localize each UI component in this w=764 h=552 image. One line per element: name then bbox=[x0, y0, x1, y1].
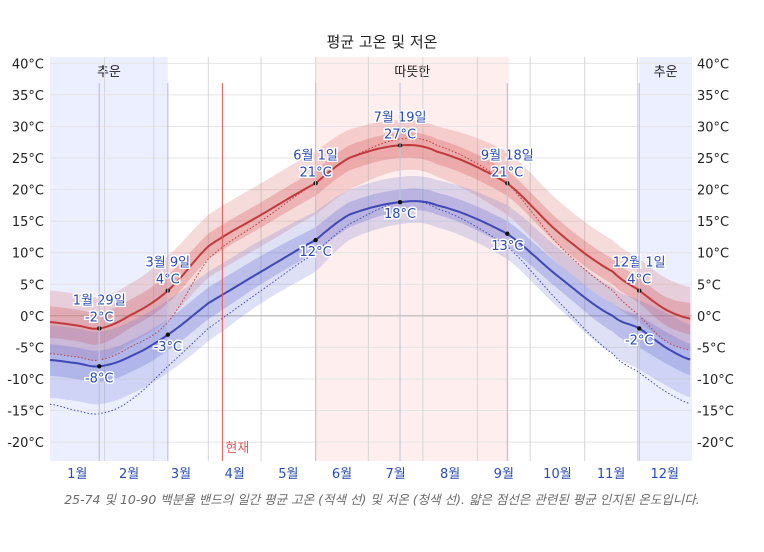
x-tick-label: 5월 bbox=[278, 467, 298, 482]
annotation-value: -3°C bbox=[154, 340, 183, 355]
annotation-value: 13°C bbox=[491, 239, 523, 254]
annotation-value: 18°C bbox=[384, 207, 416, 222]
high-band-10-90 bbox=[50, 120, 691, 361]
x-tick-label: 11월 bbox=[597, 467, 626, 482]
y-tick-label-left: -10°C bbox=[7, 373, 44, 388]
season-band-cold bbox=[639, 57, 692, 461]
annotation-dot bbox=[505, 231, 510, 236]
season-label: 따뜻한 bbox=[394, 65, 430, 80]
annotation-dot bbox=[165, 332, 171, 337]
y-tick-label-right: 0°C bbox=[697, 310, 721, 325]
y-tick-label-left: -15°C bbox=[7, 405, 44, 420]
chart-caption: 25-74 및 10-90 백분율 밴드의 일간 평균 고온 (적색 선) 및 … bbox=[64, 492, 700, 507]
y-tick-label-right: 5°C bbox=[697, 278, 721, 293]
y-tick-label-right: -20°C bbox=[697, 436, 734, 451]
y-tick-label-right: -15°C bbox=[697, 405, 734, 420]
high-apparent-line bbox=[49, 137, 691, 361]
y-tick-label-right: 25°C bbox=[697, 152, 729, 167]
annotation-dot bbox=[97, 364, 102, 369]
season-label: 추운 bbox=[97, 65, 121, 80]
y-tick-label-left: 25°C bbox=[12, 152, 44, 167]
annotation-dot bbox=[397, 199, 403, 205]
annotation-value: 12°C bbox=[300, 245, 332, 260]
annotation-dot bbox=[313, 237, 318, 243]
x-tick-label: 2월 bbox=[119, 467, 139, 482]
y-tick-label-left: 0°C bbox=[20, 310, 44, 325]
season-band-cold bbox=[50, 57, 168, 461]
chart-title: 평균 고온 및 저온 bbox=[327, 33, 438, 51]
low-band-10-90 bbox=[50, 176, 691, 405]
y-tick-label-left: 5°C bbox=[20, 278, 44, 293]
y-tick-label-left: -20°C bbox=[7, 436, 44, 451]
low-mean-line bbox=[49, 200, 691, 368]
y-tick-label-right: 10°C bbox=[697, 247, 729, 262]
low-apparent-line bbox=[49, 200, 691, 415]
y-tick-label-left: 30°C bbox=[12, 120, 44, 135]
annotation-dot bbox=[637, 326, 642, 331]
y-tick-label-right: 15°C bbox=[697, 215, 729, 230]
high-mean-line bbox=[49, 143, 691, 330]
y-tick-label-left: 10°C bbox=[12, 247, 44, 262]
season-label: 추운 bbox=[654, 65, 678, 80]
y-tick-label-right: 30°C bbox=[697, 120, 729, 135]
annotation-value: -2°C bbox=[625, 333, 654, 348]
y-tick-label-right: -5°C bbox=[697, 341, 726, 356]
current-day-label: 현재 bbox=[225, 441, 249, 456]
season-band-warm bbox=[315, 57, 510, 461]
y-tick-label-right: 40°C bbox=[697, 57, 729, 72]
x-tick-label: 8월 bbox=[440, 467, 460, 482]
x-tick-label: 1월 bbox=[67, 467, 87, 482]
y-tick-label-right: 20°C bbox=[697, 184, 729, 199]
y-tick-label-left: 35°C bbox=[12, 89, 44, 104]
annotation-value: -8°C bbox=[85, 371, 114, 386]
x-tick-label: 7월 bbox=[386, 467, 406, 482]
x-tick-label: 10월 bbox=[543, 467, 572, 482]
y-tick-label-left: 40°C bbox=[12, 57, 44, 72]
y-tick-label-left: 20°C bbox=[12, 184, 44, 199]
y-tick-label-left: 15°C bbox=[12, 215, 44, 230]
y-tick-label-right: -10°C bbox=[697, 373, 734, 388]
y-tick-label-left: -5°C bbox=[15, 341, 44, 356]
x-tick-label: 3월 bbox=[171, 467, 191, 482]
y-tick-label-right: 35°C bbox=[697, 89, 729, 104]
x-tick-label: 9월 bbox=[494, 467, 514, 482]
x-tick-label: 12월 bbox=[650, 467, 679, 482]
x-tick-label: 6월 bbox=[332, 467, 352, 482]
x-tick-label: 4월 bbox=[225, 467, 245, 482]
